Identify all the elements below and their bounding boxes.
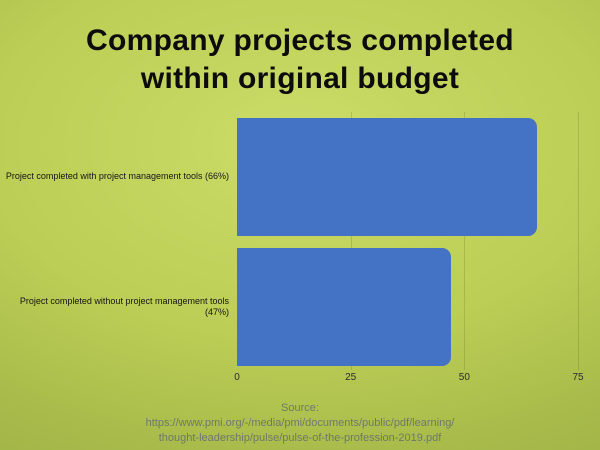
bar-track <box>237 248 578 366</box>
chart-row: Project completed without project manage… <box>0 242 600 372</box>
source-citation: Source: https://www.pmi.org/-/media/pmi/… <box>0 401 600 446</box>
category-label: Project completed with project managemen… <box>5 171 229 182</box>
chart-rows: Project completed with project managemen… <box>0 112 600 372</box>
source-label: Source: <box>281 402 319 414</box>
bar <box>237 248 451 366</box>
bar <box>237 118 538 236</box>
source-url-line-2: thought-leadership/pulse/pulse-of-the-pr… <box>158 432 442 444</box>
x-tick-label: 75 <box>572 372 584 383</box>
category-label: Project completed without project manage… <box>19 295 229 317</box>
bar-track <box>237 118 578 236</box>
x-tick-label: 0 <box>234 372 240 383</box>
x-tick-label: 25 <box>345 372 357 383</box>
x-tick-label: 50 <box>458 372 470 383</box>
chart-title: Company projects completed within origin… <box>86 24 514 95</box>
x-axis: 0 25 50 75 <box>234 372 583 386</box>
chart-row: Project completed with project managemen… <box>0 112 600 242</box>
source-url-line-1: https://www.pmi.org/-/media/pmi/document… <box>145 417 455 429</box>
